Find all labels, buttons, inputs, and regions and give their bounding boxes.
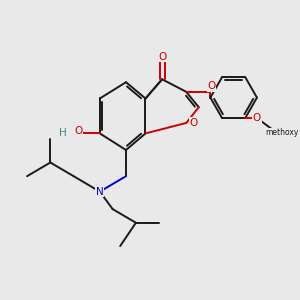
Text: O: O — [189, 118, 198, 128]
Text: O: O — [208, 81, 216, 91]
Text: N: N — [96, 187, 104, 196]
Text: O: O — [158, 52, 166, 62]
Text: O: O — [74, 125, 83, 136]
Text: O: O — [253, 113, 261, 123]
Text: methoxy: methoxy — [266, 128, 299, 137]
Text: H: H — [59, 128, 66, 138]
